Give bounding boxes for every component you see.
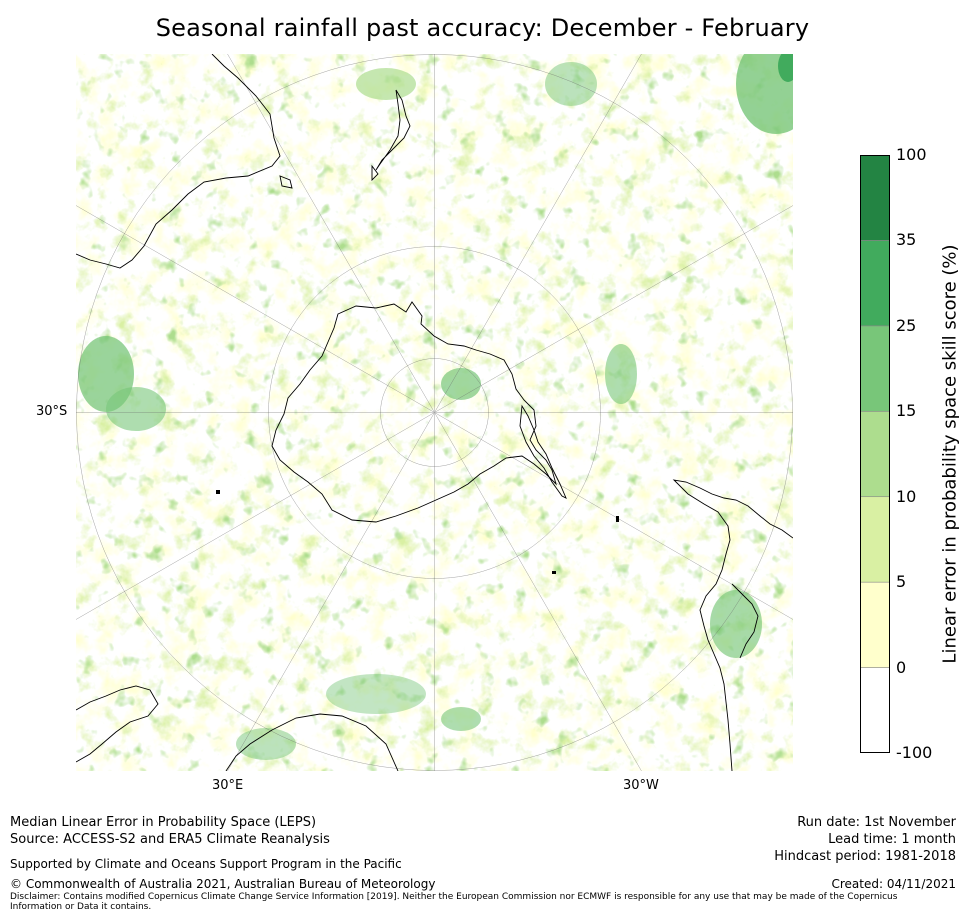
footer-disclaimer-line2: Information or Data it contains. — [10, 902, 152, 912]
colorbar-outline — [860, 155, 890, 753]
south-america-coastline — [672, 479, 793, 771]
colorbar-tick-label: 15 — [896, 401, 917, 421]
high-skill-patches — [78, 54, 793, 760]
footer-left: Median Linear Error in Probability Space… — [10, 814, 330, 848]
colorbar-bin — [859, 240, 891, 327]
colorbar-tick-label: 10 — [896, 486, 917, 506]
africa-south-coast — [225, 713, 399, 771]
new-zealand-coastline — [371, 89, 411, 182]
south-america-east-coast — [731, 583, 759, 659]
footer-disclaimer: Disclaimer: Contains modified Copernicus… — [10, 892, 940, 912]
polar-map-canvas — [76, 54, 793, 771]
colorbar-bin — [859, 667, 891, 754]
colorbar-tick-label: 5 — [896, 572, 907, 592]
lat-label-30s: 30°S — [36, 404, 68, 419]
colorbar-tick-label: -100 — [896, 743, 933, 762]
footer-disclaimer-line1: Disclaimer: Contains modified Copernicus… — [10, 892, 898, 902]
meridians — [76, 54, 793, 771]
colorbar-tick-label: 100 — [896, 145, 927, 164]
footer-source: Source: ACCESS-S2 and ERA5 Climate Reana… — [10, 832, 330, 847]
australia-coastline — [76, 54, 281, 269]
footer-run-date: Run date: 1st November — [797, 815, 956, 830]
lon-label-30e: 30°E — [212, 778, 244, 793]
colorbar-tick-label: 0 — [896, 657, 907, 677]
footer-copyright: © Commonwealth of Australia 2021, Austra… — [10, 877, 436, 891]
islands — [216, 490, 619, 574]
africa-coastline — [76, 685, 159, 763]
meridian-line — [76, 205, 793, 620]
antarctica-coastline — [271, 301, 557, 523]
colorbar-tick-label: 25 — [896, 315, 917, 335]
colorbar-label: Linear error in probability space skill … — [939, 244, 961, 664]
colorbar-bin — [859, 581, 891, 668]
colorbar-bin — [859, 410, 891, 498]
map-title: Seasonal rainfall past accuracy: Decembe… — [155, 14, 810, 42]
colorbar-tick-label: 35 — [896, 230, 917, 250]
colorbar-canvas — [859, 154, 891, 754]
footer-created: Created: 04/11/2021 — [831, 877, 956, 891]
colorbar — [859, 154, 891, 754]
colorbar-bin — [859, 154, 891, 241]
polar-map — [76, 54, 793, 771]
antarctic-peninsula — [519, 404, 567, 499]
tasmania-coastline — [279, 175, 293, 189]
colorbar-bin — [859, 496, 891, 583]
footer-support: Supported by Climate and Oceans Support … — [10, 857, 402, 871]
footer-method: Median Linear Error in Probability Space… — [10, 815, 317, 830]
footer-right: Run date: 1st November Lead time: 1 mont… — [774, 814, 956, 865]
footer-hindcast: Hindcast period: 1981-2018 — [774, 849, 956, 864]
colorbar-bin — [859, 325, 891, 412]
footer-lead-time: Lead time: 1 month — [828, 832, 956, 847]
lon-label-30w: 30°W — [623, 778, 659, 793]
